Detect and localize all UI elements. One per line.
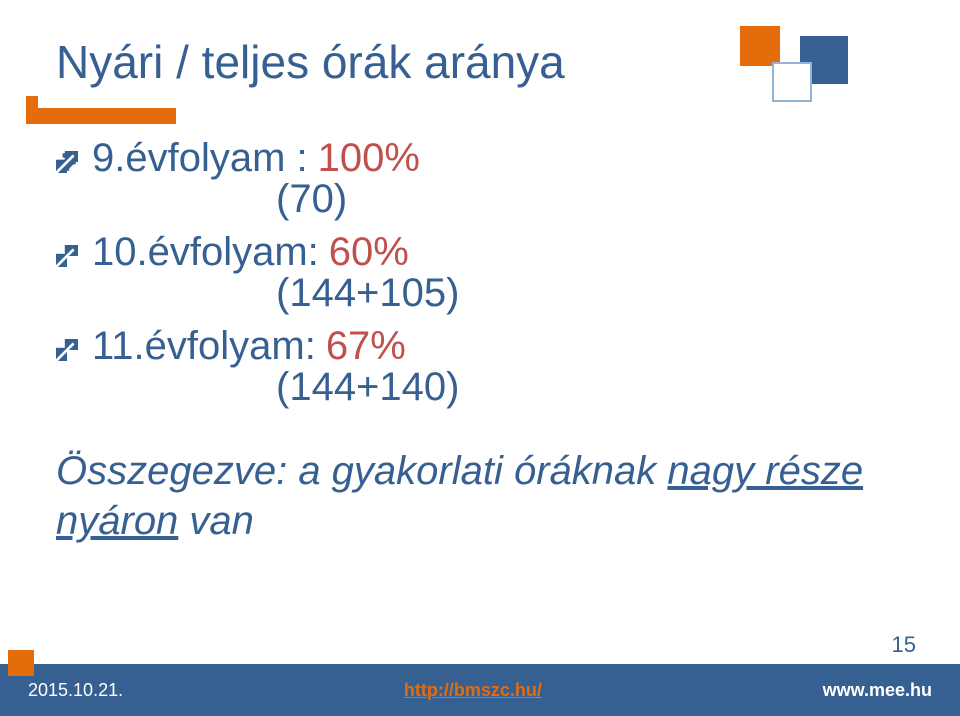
decor-square-orange: [740, 26, 780, 66]
item-subline: (144+140): [56, 365, 904, 410]
item-value: 67%: [326, 324, 406, 369]
slide: Nyári / teljes órák aránya 9.évfolyam : …: [0, 0, 960, 716]
footer-link[interactable]: http://bmszc.hu/: [404, 680, 542, 700]
decor-square-outline: [772, 62, 812, 102]
item-label: 9.évfolyam :: [92, 136, 308, 181]
item-subline: (144+105): [56, 271, 904, 316]
footer-date: 2015.10.21.: [28, 680, 123, 701]
footer-accent-tab: [8, 650, 34, 676]
list-item: 9.évfolyam : 100% (70): [56, 136, 904, 222]
item-label: 10.évfolyam:: [92, 230, 319, 275]
summary-suffix: van: [178, 499, 254, 543]
arrow-icon: [56, 339, 92, 361]
item-subline: (70): [56, 177, 904, 222]
item-label: 11.évfolyam:: [92, 324, 316, 369]
title-box: Nyári / teljes órák aránya: [38, 16, 658, 108]
slide-title: Nyári / teljes órák aránya: [56, 35, 565, 89]
footer-center: http://bmszc.hu/: [123, 680, 823, 701]
slide-body: 9.évfolyam : 100% (70) 10.évfolyam: 60% …: [56, 136, 904, 546]
item-value: 100%: [318, 136, 420, 181]
summary-underlined: nagy része: [667, 449, 863, 493]
summary-prefix: Összegezve: a gyakorlati óráknak: [56, 449, 667, 493]
arrow-icon: [56, 151, 92, 173]
list-item: 11.évfolyam: 67% (144+140): [56, 324, 904, 410]
summary-text: Összegezve: a gyakorlati óráknak nagy ré…: [56, 446, 904, 546]
footer-site: www.mee.hu: [823, 680, 932, 701]
item-value: 60%: [329, 230, 409, 275]
summary-underlined: nyáron: [56, 499, 178, 543]
page-number: 15: [892, 632, 916, 658]
footer-bar: 2015.10.21. http://bmszc.hu/ www.mee.hu: [0, 664, 960, 716]
list-item: 10.évfolyam: 60% (144+105): [56, 230, 904, 316]
arrow-icon: [56, 245, 92, 267]
